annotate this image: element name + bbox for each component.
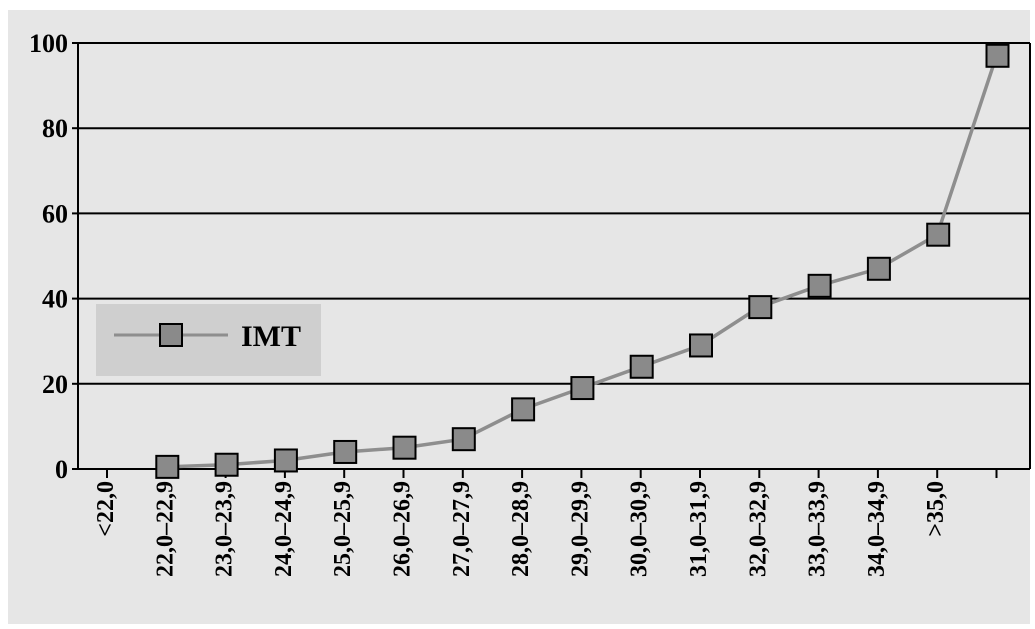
x-tick-label-0: <22,0 xyxy=(93,481,119,537)
data-point-11 xyxy=(807,273,832,298)
x-tick-label-12: 33,0–33,9 xyxy=(805,481,831,577)
y-tick-labels: 0 20 40 60 80 100 xyxy=(29,29,68,484)
x-tick-label-6: 27,0–27,9 xyxy=(449,481,475,577)
data-point-1 xyxy=(214,452,239,477)
data-point-7 xyxy=(570,376,595,401)
x-tick-label-9: 30,0–30,9 xyxy=(627,481,653,577)
x-tick-label-4: 25,0–25,9 xyxy=(330,481,356,577)
x-tick-label-2: 23,0–23,9 xyxy=(212,481,238,577)
data-point-3 xyxy=(333,439,358,464)
legend-marker-swatch xyxy=(159,323,183,347)
series-imt xyxy=(155,43,1010,479)
data-point-14 xyxy=(985,43,1010,68)
y-tick-label-100: 100 xyxy=(29,29,68,58)
legend-box xyxy=(96,304,321,376)
data-point-4 xyxy=(392,435,417,460)
y-tick-label-40: 40 xyxy=(42,285,68,314)
data-point-10 xyxy=(748,295,773,320)
legend-label: IMT xyxy=(241,320,301,353)
y-tick-label-0: 0 xyxy=(55,455,68,484)
x-tick-label-7: 28,0–28,9 xyxy=(508,481,534,577)
data-point-9 xyxy=(689,333,713,358)
x-tick-label-5: 26,0–26,9 xyxy=(390,481,416,577)
x-tick-labels: <22,0 22,0–22,9 23,0–23,9 24,0–24,9 25,0–25,… xyxy=(93,481,949,577)
x-tick-label-3: 24,0–24,9 xyxy=(271,481,297,577)
x-tick-label-1: 22,0–22,9 xyxy=(152,481,178,577)
x-tick-label-10: 31,0–31,9 xyxy=(686,481,712,577)
gridlines xyxy=(78,42,1030,385)
data-point-5 xyxy=(451,427,476,452)
legend: IMT xyxy=(96,304,321,376)
x-tick-label-11: 32,0–32,9 xyxy=(745,481,771,577)
y-tick-label-80: 80 xyxy=(42,114,68,143)
data-point-0 xyxy=(155,454,180,479)
data-point-6 xyxy=(511,397,536,422)
x-tick-label-8: 29,0–29,9 xyxy=(567,481,593,577)
x-tick-label-14: >35,0 xyxy=(923,481,949,537)
data-point-13 xyxy=(926,222,951,247)
data-point-8 xyxy=(629,354,654,379)
data-point-12 xyxy=(866,256,891,281)
y-tick-label-60: 60 xyxy=(42,199,68,228)
y-tick-label-20: 20 xyxy=(42,370,68,399)
data-point-2 xyxy=(273,448,298,473)
x-tick-label-13: 34,0–34,9 xyxy=(864,481,890,577)
